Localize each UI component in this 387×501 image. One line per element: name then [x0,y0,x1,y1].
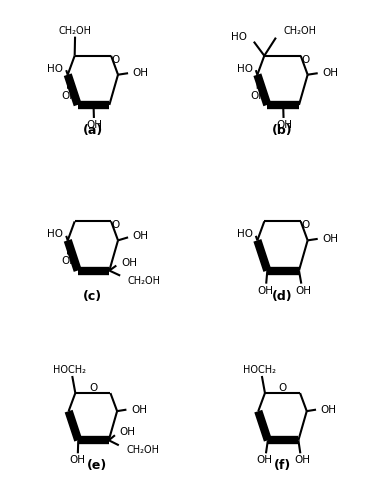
Text: OH: OH [250,91,267,101]
Text: (f): (f) [274,458,291,471]
Text: OH: OH [276,120,292,130]
Text: HOCH₂: HOCH₂ [53,364,86,374]
Text: CH₂OH: CH₂OH [128,275,161,285]
Text: OH: OH [61,91,77,101]
Text: HO: HO [47,64,63,74]
Text: OH: OH [61,256,77,266]
Text: O: O [89,382,98,392]
Text: HO: HO [47,229,63,239]
Text: HO: HO [237,229,253,239]
Text: OH: OH [87,120,103,130]
Text: O: O [111,220,120,230]
Text: OH: OH [322,68,338,78]
Text: OH: OH [120,426,135,436]
Text: O: O [279,382,287,392]
Text: HO: HO [231,32,247,42]
Text: OH: OH [133,68,149,78]
Text: O: O [111,55,120,65]
Text: O: O [301,220,310,230]
Text: OH: OH [257,285,273,295]
Text: OH: OH [131,404,147,414]
Text: OH: OH [70,454,86,464]
Text: (e): (e) [87,458,107,471]
Text: CH₂OH: CH₂OH [59,26,92,36]
Text: OH: OH [256,454,272,464]
Text: CH₂OH: CH₂OH [127,444,159,454]
Text: OH: OH [133,231,149,241]
Text: OH: OH [294,454,310,464]
Text: OH: OH [322,233,338,243]
Text: CH₂OH: CH₂OH [284,26,317,36]
Text: (b): (b) [272,124,293,137]
Text: O: O [301,55,310,65]
Text: (c): (c) [83,289,103,302]
Text: OH: OH [321,404,337,414]
Text: OH: OH [296,285,312,295]
Text: OH: OH [121,257,137,267]
Text: (d): (d) [272,289,293,302]
Text: HO: HO [237,64,253,74]
Text: (a): (a) [83,124,103,137]
Text: HOCH₂: HOCH₂ [243,364,276,374]
